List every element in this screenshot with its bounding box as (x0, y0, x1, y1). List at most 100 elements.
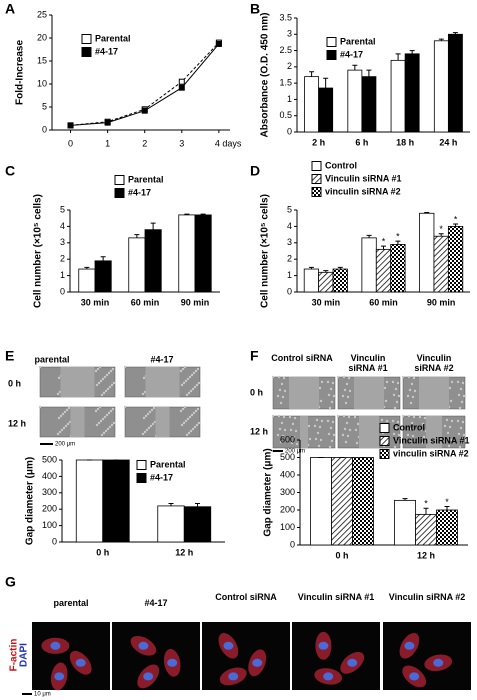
texture (279, 401, 283, 405)
texture (392, 393, 396, 397)
texture (110, 423, 114, 427)
texture (104, 429, 108, 433)
texture (409, 401, 413, 405)
texture (294, 429, 298, 433)
y-tick-label: 2 (60, 254, 65, 264)
texture (95, 383, 99, 387)
x-tick-label: 0 (68, 138, 73, 148)
panel-letter: C (5, 163, 15, 179)
texture (38, 405, 42, 409)
texture (180, 423, 184, 427)
texture (320, 419, 324, 423)
x-tick-label: 60 min (131, 297, 160, 307)
y-tick-label: 20 (37, 32, 47, 42)
marker (141, 107, 148, 114)
texture (354, 428, 358, 432)
texture (99, 419, 103, 423)
texture (329, 426, 333, 430)
y-tick-label: 4 (60, 221, 65, 231)
texture (60, 428, 64, 432)
texture (384, 399, 388, 403)
texture (146, 412, 150, 416)
cell-nucleus (167, 658, 178, 667)
panel-letter: A (5, 1, 15, 17)
texture (189, 429, 193, 433)
texture (57, 416, 61, 420)
x-tick-label: 30 min (81, 297, 110, 307)
texture (397, 394, 401, 398)
texture (420, 441, 424, 445)
x-tick-label: 2 (142, 138, 147, 148)
texture (191, 427, 195, 431)
y-axis-label: Gap diameter (μm) (263, 448, 274, 536)
error-bar (409, 50, 415, 54)
scratch-gap (60, 367, 95, 397)
marker (178, 84, 185, 91)
texture (443, 424, 447, 428)
texture (191, 387, 195, 391)
significance: * (445, 497, 449, 507)
legend-label: #4-17 (150, 472, 173, 482)
cell-nucleus (433, 658, 444, 667)
texture (401, 375, 405, 379)
error-bar (438, 38, 444, 41)
texture (148, 410, 152, 414)
y-tick-label: 0.5 (279, 110, 292, 120)
texture (460, 400, 464, 404)
texture (395, 439, 399, 443)
texture (100, 393, 104, 397)
texture (329, 387, 333, 391)
texture (112, 421, 116, 425)
column-label: Vinculin siRNA #2 (388, 592, 466, 602)
texture (187, 391, 191, 395)
texture (98, 365, 102, 369)
texture (331, 420, 335, 424)
texture (101, 417, 105, 421)
bar (436, 509, 458, 546)
texture (56, 392, 60, 396)
texture (147, 426, 151, 430)
texture (94, 369, 98, 373)
texture (456, 419, 460, 423)
texture (330, 439, 334, 443)
y-tick-label: 100 (42, 520, 57, 530)
texture (344, 440, 348, 444)
texture (385, 419, 389, 423)
texture (181, 367, 185, 371)
texture (97, 381, 101, 385)
y-tick-label: 3 (60, 237, 65, 247)
texture (281, 395, 285, 399)
texture (462, 433, 466, 437)
texture (96, 367, 100, 371)
texture (152, 406, 156, 410)
texture (282, 415, 286, 419)
x-tick-label: 2 h (312, 137, 325, 147)
texture (449, 399, 453, 403)
texture (95, 423, 99, 427)
texture (407, 414, 411, 418)
y-tick-label: 1 (60, 270, 65, 280)
texture (186, 417, 190, 421)
texture (447, 444, 451, 448)
texture (193, 385, 197, 389)
error-bar (352, 64, 358, 71)
texture (278, 388, 282, 392)
legend-swatch (81, 34, 92, 44)
x-tick-label: 24 h (439, 137, 457, 147)
texture (394, 387, 398, 391)
bar (318, 271, 334, 293)
texture (187, 431, 191, 435)
legend-swatch (379, 449, 390, 459)
panel-letter: B (250, 1, 260, 17)
bar (375, 248, 392, 293)
texture (108, 385, 112, 389)
texture (328, 406, 332, 410)
scratch-gap (289, 377, 319, 409)
fluorescence-image (202, 622, 290, 690)
texture (331, 381, 335, 385)
y-tick-label: 400 (42, 471, 57, 481)
texture (332, 394, 336, 398)
texture (347, 376, 351, 380)
texture (408, 427, 412, 431)
legend-label: #4-17 (128, 187, 151, 197)
